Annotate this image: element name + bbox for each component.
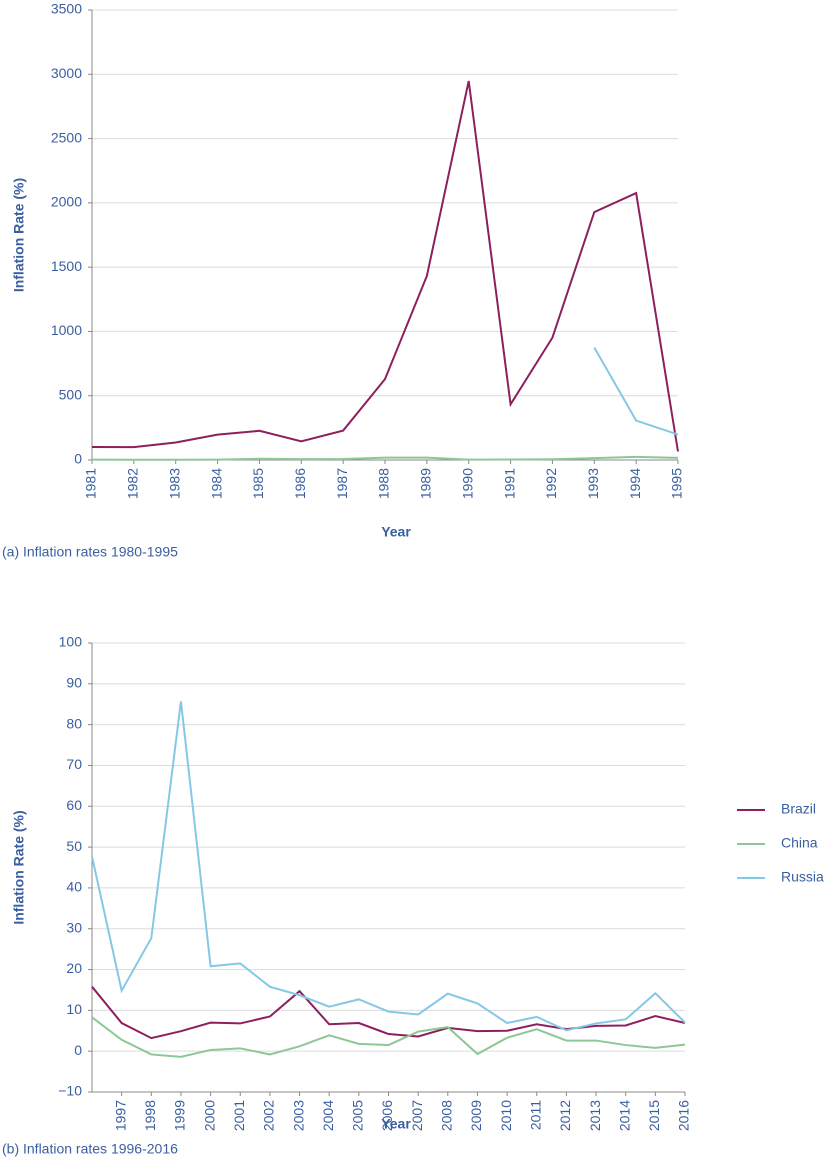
x-tick-label: 1988	[376, 468, 392, 499]
x-tick-label: 2007	[409, 1100, 425, 1131]
y-tick-label: 70	[66, 756, 82, 772]
x-axis-label: Year	[381, 524, 411, 540]
legend-label: Russia	[781, 869, 824, 885]
x-tick-label: 2004	[320, 1100, 336, 1131]
y-tick-label: 80	[66, 715, 82, 731]
series-line	[91, 80, 679, 452]
x-tick-label: 1997	[112, 1100, 128, 1131]
x-tick-label: 1987	[334, 468, 350, 499]
y-axis-label: Inflation Rate (%)	[11, 178, 27, 292]
y-tick-label: 20	[66, 960, 82, 976]
x-tick-label: 2011	[527, 1100, 543, 1130]
x-tick-label: 1990	[459, 468, 475, 499]
x-tick-label: 2008	[439, 1100, 455, 1131]
y-tick-label: 60	[66, 797, 82, 813]
y-tick-label: 2000	[51, 194, 82, 210]
x-tick-label: 2009	[468, 1100, 484, 1131]
x-tick-label: 1999	[172, 1100, 188, 1131]
x-axis-label: Year	[381, 1116, 411, 1132]
series-line	[91, 1016, 686, 1058]
y-tick-label: 1500	[51, 258, 82, 274]
y-tick-label: 10	[66, 1001, 82, 1017]
legend-label: China	[781, 835, 818, 851]
x-tick-label: 1986	[292, 468, 308, 499]
x-tick-label: 2016	[676, 1100, 692, 1131]
y-tick-label: −10	[58, 1083, 82, 1099]
y-tick-label: 0	[74, 451, 82, 467]
x-tick-label: 1985	[250, 468, 266, 499]
x-tick-label: 1982	[125, 468, 141, 499]
x-tick-label: 1984	[208, 468, 224, 499]
series-line	[91, 455, 679, 461]
y-axis-label: Inflation Rate (%)	[11, 810, 27, 924]
x-tick-label: 1998	[142, 1100, 158, 1131]
y-tick-label: 1000	[51, 322, 82, 338]
x-tick-label: 2013	[587, 1100, 603, 1131]
x-tick-label: 2002	[261, 1100, 277, 1131]
y-tick-label: 0	[74, 1042, 82, 1058]
series-line	[593, 347, 679, 436]
legend-label: Brazil	[781, 801, 816, 817]
y-tick-label: 3000	[51, 65, 82, 81]
x-tick-label: 2005	[350, 1100, 366, 1131]
y-tick-label: 40	[66, 879, 82, 895]
x-tick-label: 1992	[543, 468, 559, 499]
x-tick-label: 1993	[585, 468, 601, 499]
x-tick-label: 2003	[290, 1100, 306, 1131]
caption: (a) Inflation rates 1980-1995	[2, 544, 178, 560]
y-tick-label: 3500	[51, 1, 82, 17]
caption: (b) Inflation rates 1996-2016	[2, 1141, 178, 1157]
series-line	[91, 986, 686, 1040]
x-tick-label: 1995	[669, 468, 685, 499]
x-tick-label: 2001	[231, 1100, 247, 1131]
y-tick-label: 90	[66, 675, 82, 691]
y-tick-label: 500	[59, 386, 83, 402]
y-tick-label: 30	[66, 919, 82, 935]
x-tick-label: 2006	[379, 1100, 395, 1131]
y-tick-label: 2500	[51, 129, 82, 145]
x-tick-label: 2015	[646, 1100, 662, 1131]
y-tick-label: 50	[66, 838, 82, 854]
x-tick-label: 2012	[557, 1100, 573, 1131]
x-tick-label: 1989	[418, 468, 434, 499]
x-tick-label: 2000	[201, 1100, 217, 1131]
y-tick-label: 100	[59, 634, 83, 650]
x-tick-label: 2010	[498, 1100, 514, 1131]
x-tick-label: 1991	[501, 468, 517, 499]
x-tick-label: 1994	[627, 468, 643, 499]
x-tick-label: 2014	[616, 1100, 632, 1131]
x-tick-label: 1981	[83, 468, 99, 499]
series-line	[91, 701, 686, 1032]
x-tick-label: 1983	[166, 468, 182, 499]
